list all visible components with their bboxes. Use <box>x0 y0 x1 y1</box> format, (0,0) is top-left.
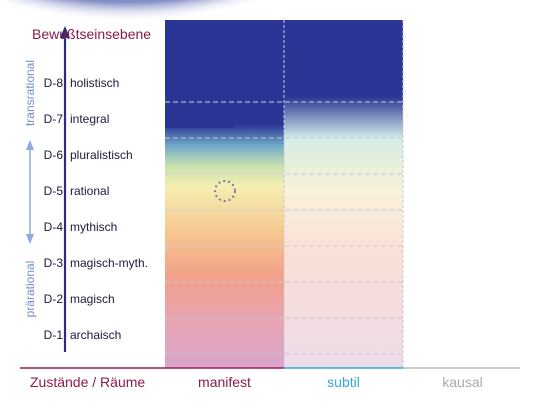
x-axis-title: Zustände / Räume <box>30 374 146 390</box>
level-name: rational <box>70 184 110 198</box>
level-code: D-4 <box>43 220 63 234</box>
main-arrow-head-icon <box>60 26 70 38</box>
level-name: magisch-myth. <box>70 256 149 270</box>
level-code: D-7 <box>43 112 63 126</box>
level-code: D-1 <box>43 328 63 342</box>
level-code: D-5 <box>43 184 63 198</box>
diagram-title: Bewußtseinsebene <box>32 26 152 42</box>
level-name: integral <box>70 112 110 126</box>
transrational-label: transrational <box>23 59 37 127</box>
state-label-subtil: subtil <box>327 374 360 390</box>
level-code: D-8 <box>43 76 63 90</box>
level-name: archaisch <box>70 328 122 342</box>
side-arrow-up-icon <box>26 140 34 150</box>
level-code: D-2 <box>43 292 63 306</box>
level-code: D-3 <box>43 256 63 270</box>
level-name: holistisch <box>70 76 120 90</box>
level-name: mythisch <box>70 220 118 234</box>
blue-fill-manifest <box>165 20 235 128</box>
state-label-manifest: manifest <box>198 374 251 390</box>
prerational-label: prärational <box>23 260 37 318</box>
grid-vertical <box>283 20 404 368</box>
state-label-kausal: kausal <box>442 374 483 390</box>
side-arrow-down-icon <box>26 234 34 244</box>
level-code: D-6 <box>43 148 63 162</box>
kausal-column <box>403 20 539 368</box>
current-position-marker <box>214 180 236 202</box>
level-name: pluralistisch <box>70 148 133 162</box>
level-name: magisch <box>70 292 115 306</box>
